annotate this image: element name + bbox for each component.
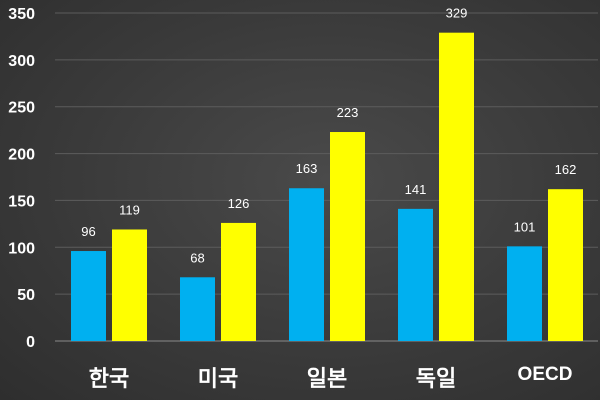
x-tick-label: OECD: [518, 364, 573, 385]
data-label: 141: [405, 182, 427, 197]
y-tick-label: 200: [8, 147, 35, 164]
data-label: 223: [337, 105, 359, 120]
y-tick-label: 300: [8, 53, 35, 70]
x-tick-label: 독일: [416, 367, 456, 392]
x-tick-label: 한국: [89, 367, 129, 392]
bar-series-2: [221, 222, 256, 341]
bar-series-2: [548, 189, 583, 341]
bar-series-1: [289, 188, 324, 341]
x-tick-label: 미국: [198, 367, 238, 392]
x-axis-tick-labels: 한국 미국 일본 독일 OECD: [89, 364, 573, 392]
y-tick-label: 100: [8, 240, 35, 257]
data-label: 119: [119, 202, 140, 217]
data-label: 126: [228, 196, 250, 211]
y-tick-label: 150: [8, 193, 35, 210]
y-axis-tick-labels: 0 50 100 150 200 250 300 350: [8, 6, 35, 351]
bar-series-2: [112, 229, 147, 341]
data-labels: 96 119 68 126 163 223 141 329 101 162: [81, 6, 576, 266]
bar-series-1: [398, 208, 433, 341]
y-tick-label: 50: [17, 287, 35, 304]
data-label: 68: [190, 250, 204, 265]
bar-series-2: [330, 132, 365, 341]
bar-series-1: [180, 277, 215, 341]
data-label: 101: [514, 219, 536, 234]
bar-series-1: [71, 251, 106, 341]
data-label: 329: [446, 6, 468, 21]
bar-series-1: [507, 246, 542, 341]
bar-series-2: [439, 32, 474, 342]
y-tick-label: 350: [8, 6, 35, 23]
data-label: 162: [555, 162, 577, 177]
y-tick-label: 0: [26, 334, 35, 351]
x-tick-label: 일본: [307, 367, 347, 392]
data-label: 96: [81, 224, 95, 239]
data-label: 163: [296, 161, 318, 176]
y-tick-label: 250: [8, 100, 35, 117]
bars: [71, 32, 583, 342]
